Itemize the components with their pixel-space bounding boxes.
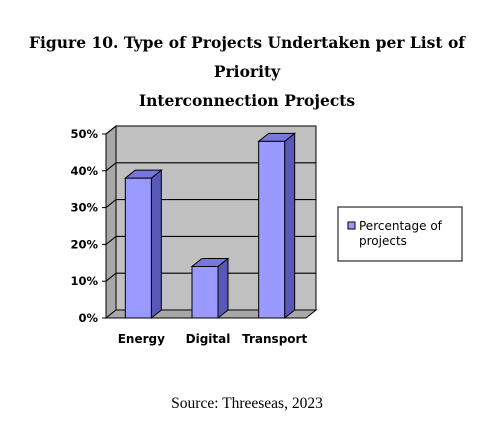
- bar-transport: [257, 132, 297, 320]
- bar-side-face: [217, 257, 229, 320]
- gridline: [105, 162, 316, 172]
- x-tick-label: Transport: [242, 332, 307, 346]
- bar-side-face: [150, 169, 162, 320]
- title-line-1: Figure 10. Type of Projects Undertaken p…: [29, 33, 465, 81]
- gridline: [105, 272, 316, 282]
- gridline: [105, 199, 316, 209]
- bar-energy: [123, 169, 163, 320]
- legend-label: projects: [359, 234, 407, 248]
- legend-box: [337, 206, 463, 262]
- bar-side-face: [284, 132, 296, 320]
- bar-front-face: [191, 265, 219, 319]
- legend-label: Percentage of: [359, 219, 443, 233]
- source-caption: Source: Threeseas, 2023: [171, 395, 323, 412]
- y-tick-label: 50%: [70, 127, 98, 141]
- y-tick-label: 20%: [70, 237, 98, 251]
- bar-front-face: [124, 177, 152, 319]
- gridline: [105, 125, 316, 135]
- y-tick-label: 10%: [70, 274, 98, 288]
- chart-title: Figure 10. Type of Projects Undertaken p…: [0, 28, 494, 115]
- chart-side-wall: [105, 124, 117, 320]
- title-line-2: Interconnection Projects: [138, 91, 356, 110]
- bar-digital: [190, 257, 230, 320]
- legend-swatch: [347, 221, 356, 230]
- x-tick-label: Energy: [118, 332, 165, 346]
- y-tick-label: 0%: [78, 311, 98, 325]
- bar-front-face: [258, 140, 286, 319]
- y-tick-label: 40%: [70, 164, 98, 178]
- x-tick-label: Digital: [186, 332, 231, 346]
- gridline: [105, 235, 316, 245]
- y-tick-label: 30%: [70, 201, 98, 215]
